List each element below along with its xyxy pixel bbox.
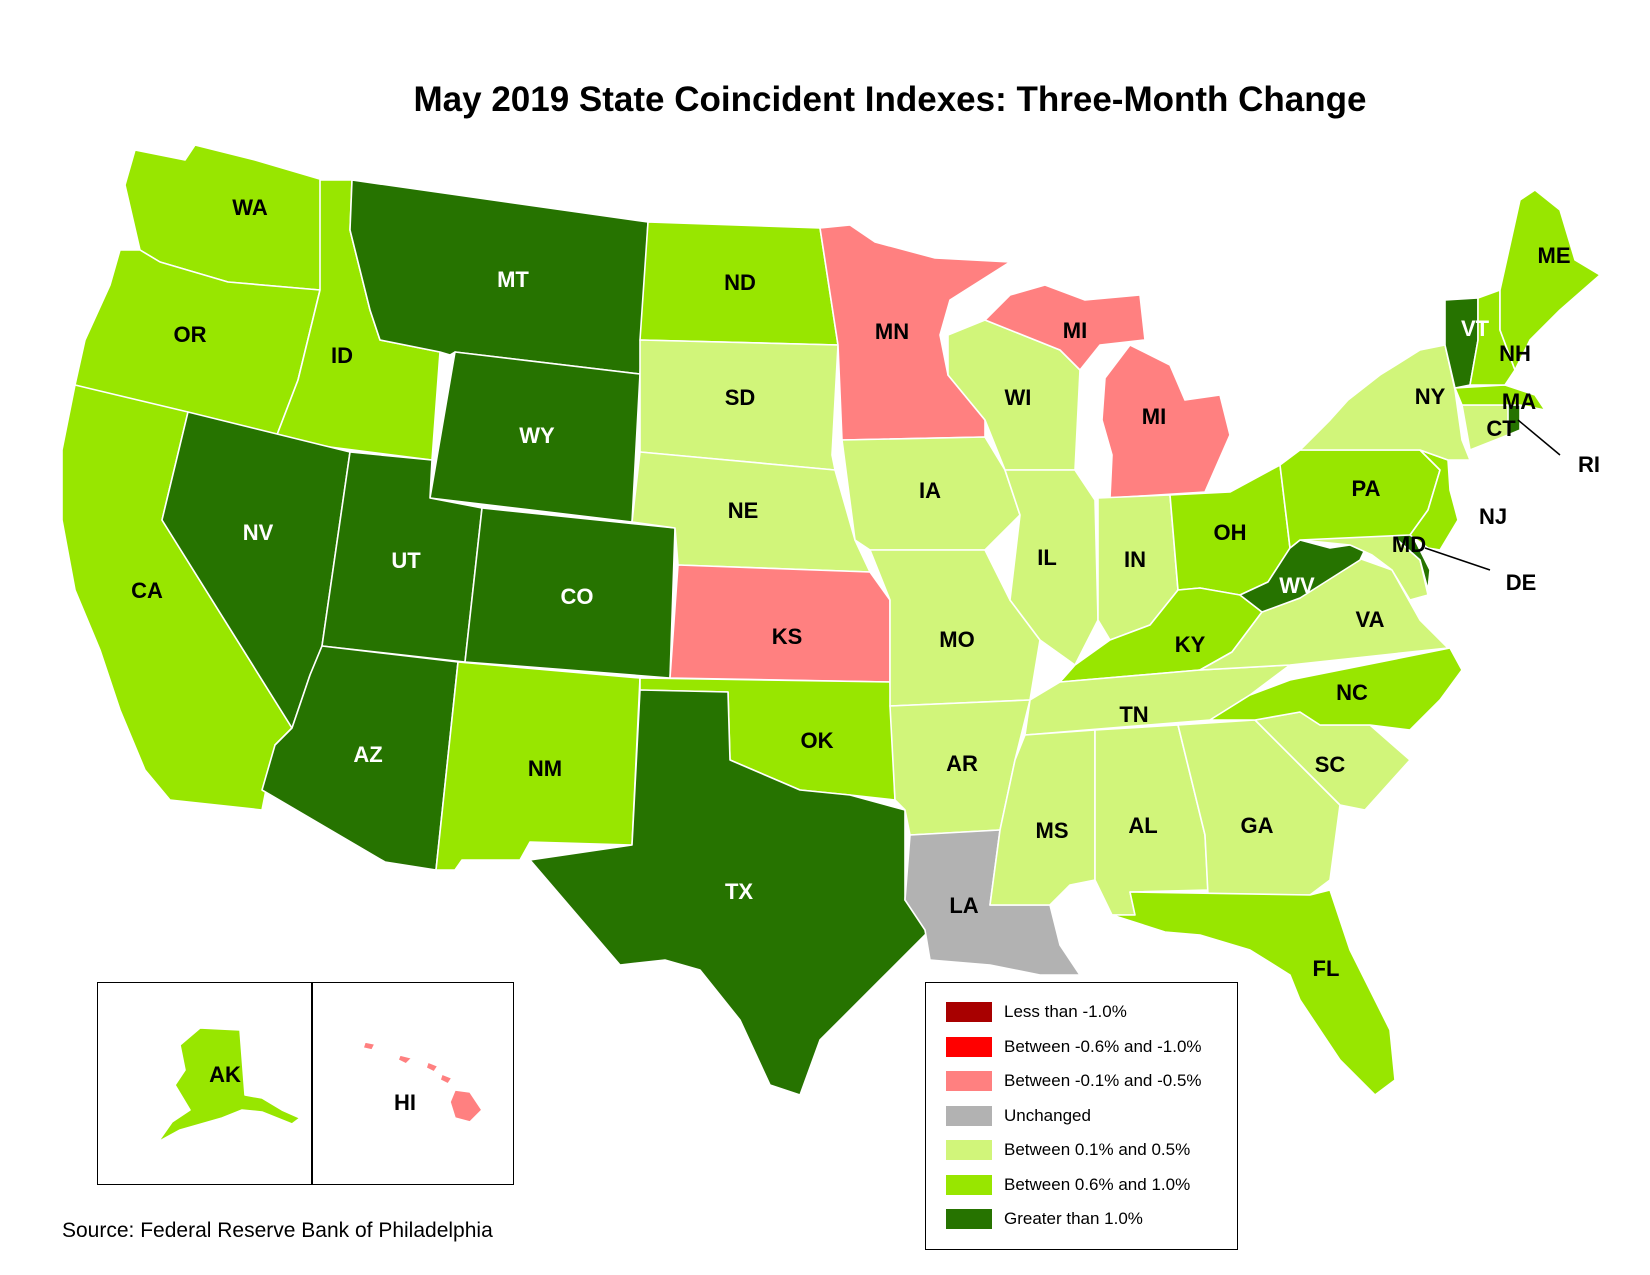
label-wy: WY	[519, 423, 555, 448]
state-nc[interactable]	[1209, 647, 1463, 731]
alaska-hawaii-inset-frame	[97, 982, 514, 1185]
label-ne: NE	[728, 498, 759, 523]
legend-swatch	[946, 1071, 992, 1091]
inset-divider	[311, 982, 313, 1185]
legend-label: Between -0.6% and -1.0%	[1004, 1036, 1202, 1056]
state-hi-islands-3[interactable]	[439, 1073, 453, 1085]
label-ma: MA	[1502, 389, 1536, 414]
state-mi-upper[interactable]	[984, 284, 1146, 371]
label-sc: SC	[1315, 752, 1346, 777]
state-fl[interactable]	[1111, 889, 1396, 1096]
map-title: May 2019 State Coincident Indexes: Three…	[413, 80, 1367, 119]
map-legend: Less than -1.0% Between -0.6% and -1.0% Be…	[925, 982, 1238, 1250]
state-hi-islands-2[interactable]	[397, 1054, 413, 1065]
legend-label: Between 0.1% and 0.5%	[1004, 1140, 1191, 1159]
label-ms: MS	[1036, 818, 1069, 843]
label-ok: OK	[801, 728, 834, 753]
label-ga: GA	[1241, 813, 1274, 838]
label-mi-upper: MI	[1063, 318, 1087, 343]
label-fl: FL	[1313, 956, 1340, 981]
label-va: VA	[1356, 607, 1385, 632]
label-ky: KY	[1175, 632, 1206, 657]
label-ct: CT	[1486, 416, 1516, 441]
label-nd: ND	[724, 270, 756, 295]
label-mo: MO	[939, 627, 974, 652]
state-hi[interactable]	[449, 1089, 483, 1123]
state-ak[interactable]	[157, 1027, 301, 1143]
label-il: IL	[1037, 545, 1057, 570]
state-hi-islands-4[interactable]	[362, 1041, 376, 1051]
state-ma[interactable]	[1454, 384, 1546, 411]
state-ia[interactable]	[841, 436, 1021, 551]
legend-swatch	[946, 1209, 992, 1229]
legend-swatch	[946, 1105, 992, 1126]
legend-label: Greater than 1.0%	[1004, 1209, 1143, 1228]
label-al: AL	[1128, 813, 1157, 838]
label-sd: SD	[725, 385, 756, 410]
legend-item: Between 0.6% and 1.0%	[946, 1174, 1190, 1196]
label-mi-lower: MI	[1142, 404, 1166, 429]
label-pa: PA	[1352, 476, 1381, 501]
label-de: DE	[1506, 570, 1537, 595]
state-mi-lower[interactable]	[1101, 344, 1231, 499]
state-mo[interactable]	[869, 549, 1041, 707]
label-wi: WI	[1005, 385, 1032, 410]
state-hi-islands-1[interactable]	[425, 1061, 439, 1073]
source-note: Source: Federal Reserve Bank of Philadel…	[62, 1219, 493, 1242]
legend-swatch	[946, 1140, 992, 1160]
legend-item: Between 0.1% and 0.5%	[946, 1139, 1190, 1161]
legend-swatch	[946, 1174, 992, 1195]
label-co: CO	[561, 584, 594, 609]
label-id: ID	[331, 343, 353, 368]
label-ar: AR	[946, 751, 978, 776]
label-hi: HI	[394, 1090, 416, 1115]
label-tn: TN	[1119, 702, 1148, 727]
legend-item: Greater than 1.0%	[946, 1208, 1143, 1230]
label-tx: TX	[725, 879, 753, 904]
legend-item: Unchanged	[946, 1105, 1091, 1127]
label-ut: UT	[391, 548, 421, 573]
state-tx[interactable]	[529, 689, 931, 1096]
legend-label: Unchanged	[1004, 1105, 1091, 1125]
label-wa: WA	[232, 195, 268, 220]
label-me: ME	[1538, 243, 1571, 268]
label-in: IN	[1124, 547, 1146, 572]
legend-swatch	[946, 1002, 992, 1022]
label-nj: NJ	[1479, 504, 1507, 529]
label-wv: WV	[1279, 573, 1315, 598]
label-nm: NM	[528, 756, 562, 781]
label-nc: NC	[1336, 680, 1368, 705]
legend-item: Less than -1.0%	[946, 1001, 1127, 1023]
state-me[interactable]	[1499, 189, 1601, 371]
label-ny: NY	[1415, 384, 1446, 409]
label-ri: RI	[1578, 452, 1600, 477]
label-mn: MN	[875, 319, 909, 344]
label-md: MD	[1392, 532, 1426, 557]
legend-swatch	[946, 1036, 992, 1057]
label-ia: IA	[919, 478, 941, 503]
state-va[interactable]	[1199, 554, 1449, 671]
label-ca: CA	[131, 578, 163, 603]
label-nv: NV	[243, 520, 274, 545]
legend-item: Between -0.1% and -0.5%	[946, 1070, 1202, 1092]
label-mt: MT	[497, 267, 529, 292]
state-sd[interactable]	[639, 339, 839, 471]
legend-label: Between 0.6% and 1.0%	[1004, 1174, 1191, 1194]
label-ks: KS	[772, 624, 803, 649]
label-vt: VT	[1461, 316, 1490, 341]
legend-label: Between -0.1% and -0.5%	[1004, 1071, 1202, 1090]
state-nj[interactable]	[1409, 449, 1459, 551]
label-oh: OH	[1214, 520, 1247, 545]
label-ak: AK	[209, 1062, 241, 1087]
legend-item: Between -0.6% and -1.0%	[946, 1036, 1202, 1058]
label-nh: NH	[1499, 341, 1531, 366]
legend-label: Less than -1.0%	[1004, 1002, 1127, 1021]
label-or: OR	[174, 322, 207, 347]
label-la: LA	[949, 893, 978, 918]
label-az: AZ	[353, 742, 382, 767]
